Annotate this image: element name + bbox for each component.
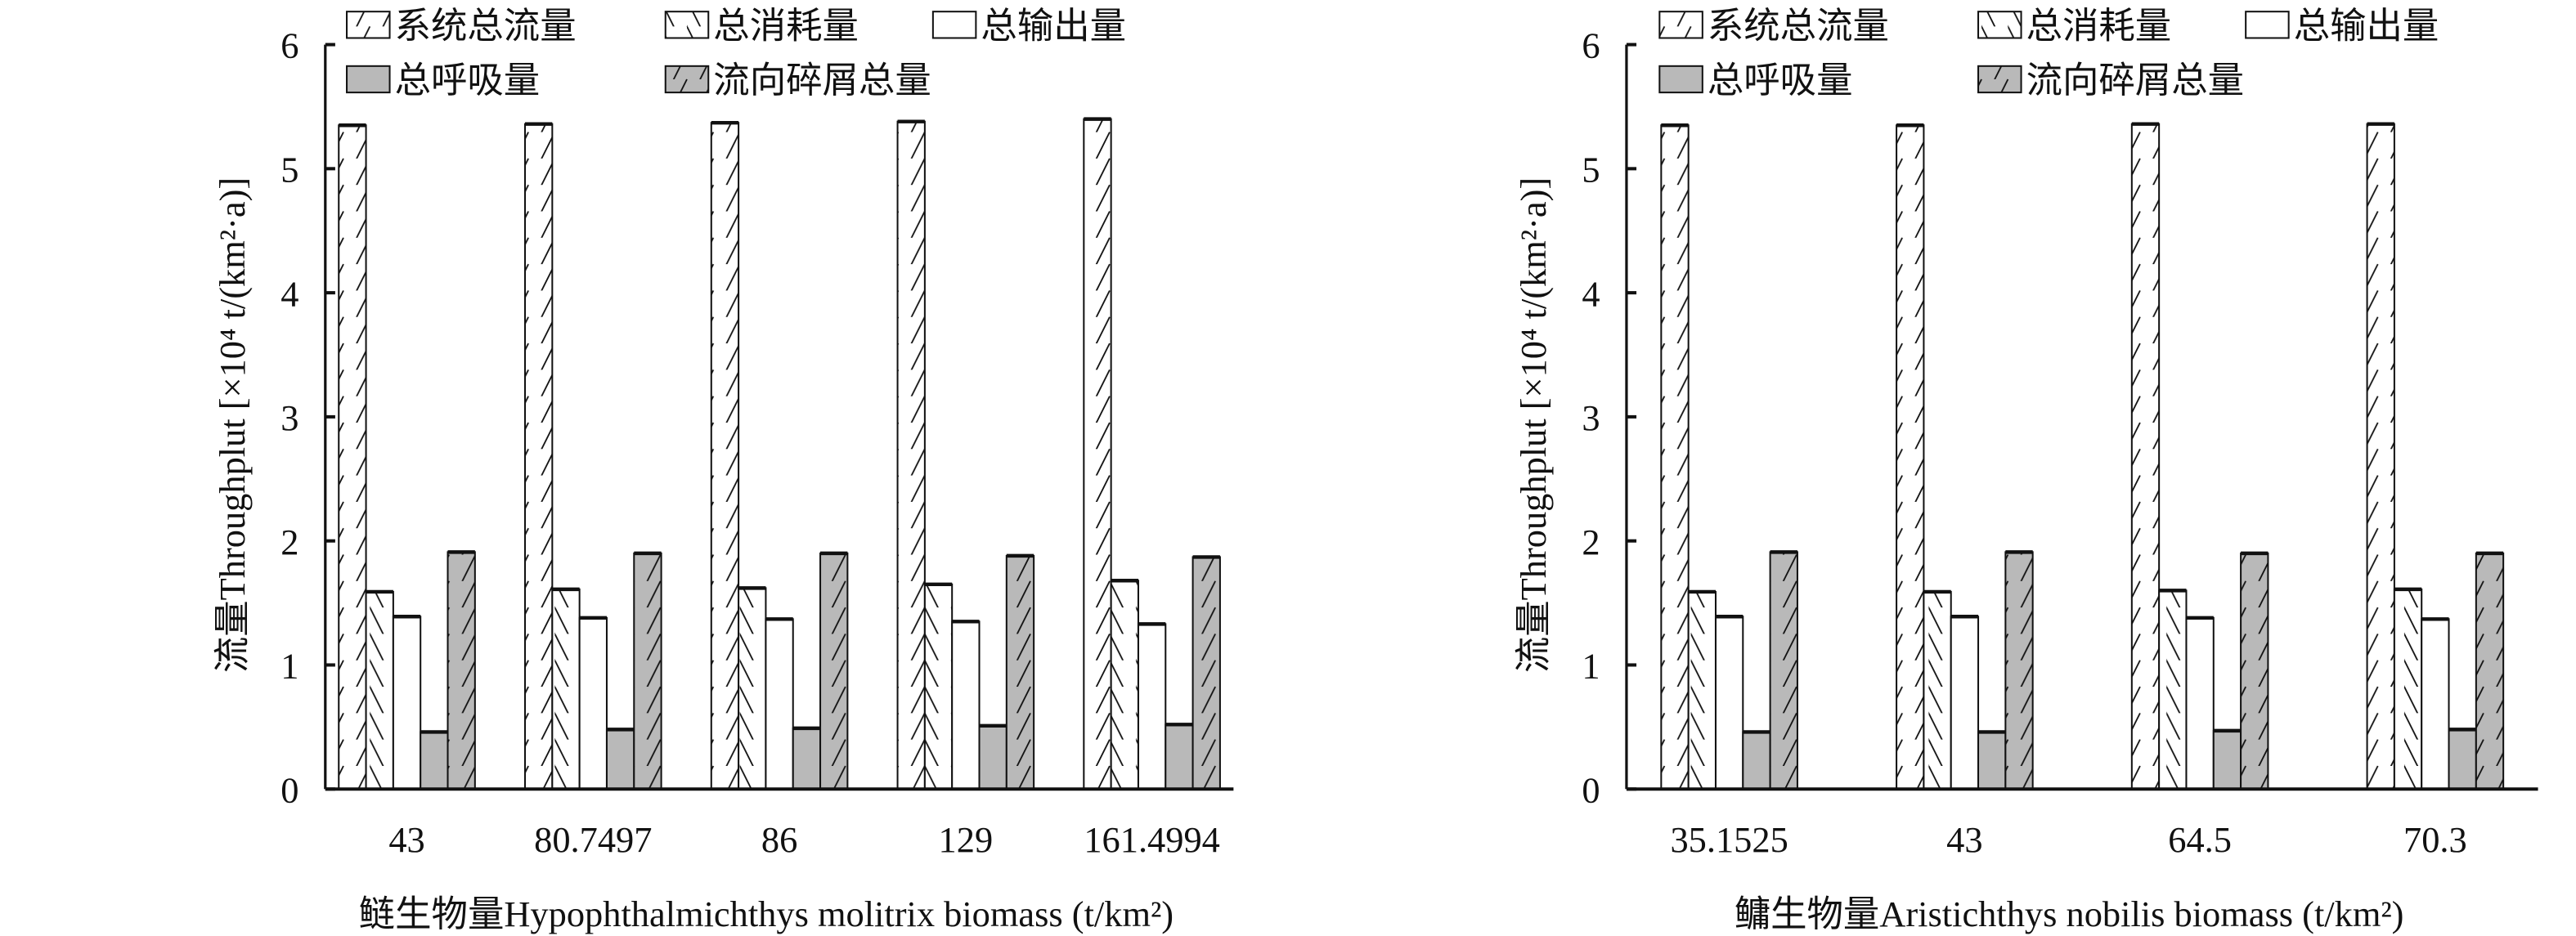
bar-1-0 — [365, 590, 394, 790]
legend-swatch-2 — [2245, 11, 2290, 39]
bar-0-1 — [1896, 124, 1925, 790]
legend-swatch-3 — [1658, 65, 1703, 94]
bar-0-0 — [1660, 124, 1690, 790]
bar-0-4 — [1083, 118, 1112, 790]
bar-3-4 — [1165, 723, 1194, 790]
y-tick-label: 2 — [280, 522, 298, 562]
bar-2-1 — [1950, 616, 1980, 790]
y-tick-label: 4 — [280, 273, 298, 314]
bar-4-1 — [2004, 551, 2034, 790]
bar-1-3 — [2393, 588, 2423, 790]
bar-2-1 — [578, 616, 608, 790]
bar-1-1 — [1923, 590, 1952, 790]
legend-label: 总输出量 — [981, 5, 1126, 46]
bar-4-1 — [633, 552, 662, 790]
x-tick-label: 161.4994 — [1084, 819, 1220, 860]
legend-label: 总消耗量 — [713, 5, 859, 46]
y-tick-label: 3 — [280, 397, 298, 438]
chart-bighead-carp: 35.1525 43 64.5 70.3 0 1 2 3 4 5 6 流量Throughplut [×… — [1513, 5, 2538, 934]
bar-0-2 — [710, 122, 740, 790]
bar-0-0 — [338, 124, 367, 790]
legend-label: 流向碎屑总量 — [713, 60, 931, 101]
bar-2-0 — [392, 616, 422, 790]
y-tick-label: 5 — [280, 149, 298, 190]
legend-label: 系统总流量 — [395, 5, 577, 46]
y-tick-label: 4 — [1582, 273, 1600, 314]
x-tick-label: 64.5 — [2168, 819, 2232, 860]
x-axis-label: 鳙生物量Aristichthys nobilis biomass (t/km²) — [1735, 893, 2404, 934]
legend-swatch-2 — [931, 11, 977, 39]
bar-0-3 — [2366, 123, 2395, 790]
bar-3-1 — [1977, 731, 2007, 790]
bar-2-3 — [2421, 618, 2450, 790]
bar-0-2 — [2130, 123, 2161, 790]
y-tick-label: 1 — [1582, 646, 1600, 687]
x-tick-label: 86 — [761, 819, 797, 860]
bar-3-0 — [420, 731, 449, 790]
bar-2-2 — [2185, 616, 2215, 790]
x-axis-label: 鲢生物量Hypophthalmichthys molitrix biomass … — [359, 893, 1174, 934]
y-axis-label: 流量Throughplut [×10⁴ t/(km²·a)] — [212, 177, 253, 673]
legend-swatch-3 — [346, 65, 391, 94]
legend-label: 总呼吸量 — [395, 60, 541, 101]
bar-2-4 — [1137, 623, 1167, 790]
legend-swatch-4 — [1977, 65, 2022, 94]
bar-1-2 — [2158, 589, 2188, 790]
bar-1-2 — [738, 587, 767, 790]
y-tick-label: 6 — [1582, 25, 1600, 66]
bar-1-3 — [923, 583, 954, 790]
bar-1-0 — [1687, 590, 1717, 790]
y-tick-label: 6 — [280, 25, 298, 66]
bar-4-3 — [1005, 554, 1035, 790]
y-tick-label: 5 — [1582, 149, 1600, 190]
legend-label: 总消耗量 — [2026, 5, 2172, 46]
x-tick-label: 70.3 — [2403, 819, 2467, 860]
bar-4-2 — [819, 552, 849, 790]
bar-2-3 — [951, 620, 981, 790]
bar-4-2 — [2240, 552, 2269, 790]
legend-label: 总呼吸量 — [1708, 60, 1853, 101]
legend-label: 总输出量 — [2294, 5, 2439, 46]
bar-3-2 — [792, 727, 822, 790]
x-tick-label: 43 — [1946, 819, 1982, 860]
bar-3-1 — [605, 728, 635, 790]
legend-swatch-0 — [346, 11, 391, 39]
y-tick-label: 3 — [1582, 397, 1600, 438]
y-tick-label: 0 — [280, 769, 298, 810]
bar-3-2 — [2212, 729, 2242, 790]
bar-0-1 — [524, 123, 554, 790]
bar-2-0 — [1714, 616, 1744, 790]
legend-swatch-1 — [664, 11, 710, 39]
legend-swatch-0 — [1658, 11, 1703, 39]
bar-2-2 — [765, 618, 794, 790]
y-tick-label: 2 — [1582, 522, 1600, 562]
legend-swatch-1 — [1977, 11, 2022, 39]
bar-4-3 — [2475, 552, 2505, 790]
x-tick-label: 129 — [939, 819, 994, 860]
x-tick-label: 80.7497 — [534, 819, 652, 860]
y-axis-label: 流量Throughplut [×10⁴ t/(km²·a)] — [1513, 177, 1554, 673]
x-tick-label: 43 — [388, 819, 424, 860]
bar-4-4 — [1192, 556, 1221, 790]
bar-1-4 — [1110, 580, 1139, 790]
bar-1-1 — [551, 588, 581, 790]
y-tick-label: 1 — [280, 646, 298, 687]
legend-label: 系统总流量 — [1708, 5, 1889, 46]
bar-3-3 — [978, 724, 1008, 790]
y-tick-label: 0 — [1582, 769, 1600, 810]
chart-silver-carp: 43 80.7497 86 129 161.4994 0 1 2 3 4 5 6 流量Throughpl… — [212, 5, 1234, 934]
bar-3-3 — [2448, 728, 2477, 790]
bar-4-0 — [447, 551, 476, 790]
legend-label: 流向碎屑总量 — [2026, 60, 2244, 101]
legend-swatch-4 — [664, 65, 710, 94]
bar-3-0 — [1742, 731, 1771, 790]
bar-4-0 — [1769, 551, 1798, 790]
x-tick-label: 35.1525 — [1670, 819, 1788, 860]
bar-0-3 — [896, 120, 926, 790]
